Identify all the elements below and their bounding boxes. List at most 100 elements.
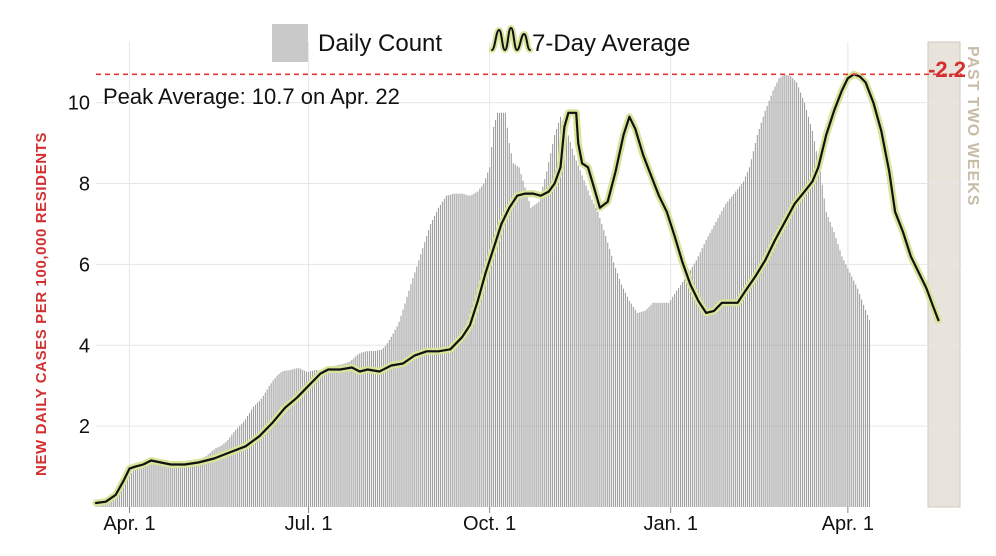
daily-count-bar [493, 126, 495, 508]
daily-count-bar [567, 135, 569, 507]
daily-count-bar [274, 378, 276, 507]
daily-count-bar [453, 193, 455, 507]
daily-count-bar [404, 303, 406, 507]
daily-count-bar [256, 402, 258, 507]
daily-count-bar [487, 172, 489, 507]
daily-count-bar [849, 272, 851, 507]
daily-count-bar [628, 300, 630, 507]
daily-count-bar [400, 315, 402, 507]
daily-count-bar [571, 148, 573, 507]
daily-count-bar [435, 211, 438, 507]
daily-count-bar [792, 78, 794, 508]
daily-count-bar [715, 221, 717, 507]
daily-count-bar [132, 470, 134, 507]
daily-count-bar [191, 462, 193, 507]
daily-count-bar [396, 326, 398, 507]
daily-count-bar [384, 346, 386, 507]
daily-count-bar [144, 463, 146, 507]
daily-count-bar [534, 204, 536, 507]
daily-count-bar [821, 184, 823, 507]
daily-count-bar [670, 299, 672, 507]
y-tick-label: 4 [79, 335, 90, 357]
daily-count-bar [587, 190, 589, 508]
daily-count-bar [174, 464, 176, 507]
daily-count-bar [154, 460, 156, 507]
daily-count-bar [341, 364, 343, 507]
daily-count-bar [500, 112, 502, 508]
daily-count-bar [603, 230, 605, 508]
daily-count-bar [321, 371, 323, 507]
daily-count-bar [843, 260, 845, 507]
daily-count-bar [723, 207, 725, 507]
daily-count-bar [717, 218, 719, 507]
daily-count-bar [845, 264, 847, 507]
y-tick-label: 10 [68, 93, 90, 115]
daily-count-bar [227, 439, 229, 507]
daily-count-bar [428, 230, 430, 508]
daily-count-bar [150, 460, 152, 507]
x-tick-label: Jan. 1 [643, 513, 697, 535]
daily-count-bar [239, 425, 241, 507]
daily-count-bar [241, 423, 243, 507]
daily-count-bar [418, 260, 420, 507]
recent-change-value: -2.2 [928, 57, 966, 82]
daily-count-bar [776, 82, 778, 507]
daily-count-bar [652, 302, 654, 507]
daily-count-bar [833, 232, 835, 508]
daily-count-bar [642, 311, 644, 507]
daily-count-bar [254, 404, 256, 507]
x-tick-label: Apr. 1 [822, 513, 874, 535]
daily-count-bar [719, 214, 721, 507]
daily-count-bar [158, 461, 160, 507]
daily-count-bar [798, 87, 800, 507]
daily-count-bar [697, 256, 699, 507]
daily-count-bar [266, 389, 268, 507]
daily-count-bar [302, 369, 304, 507]
daily-count-bar [185, 463, 188, 507]
past-two-weeks-label: PAST TWO WEEKS [964, 46, 981, 206]
daily-count-bar [292, 369, 294, 507]
daily-count-bar [430, 223, 432, 507]
daily-count-bar [111, 497, 113, 507]
daily-count-bar [382, 348, 384, 507]
daily-count-bar [650, 304, 652, 507]
daily-count-bar [756, 135, 758, 507]
seven-day-average-line [94, 73, 940, 505]
daily-count-bar [298, 368, 300, 507]
daily-count-bar [197, 459, 199, 507]
daily-count-bar [420, 254, 422, 507]
daily-count-bar [622, 288, 625, 507]
daily-count-bar [748, 167, 750, 507]
daily-count-bar [203, 457, 205, 507]
daily-count-bar [552, 143, 554, 508]
daily-count-bar [750, 159, 752, 507]
daily-count-bar [865, 310, 867, 507]
daily-count-bar [363, 352, 365, 507]
daily-count-bar [461, 193, 463, 507]
daily-count-bar [731, 196, 733, 507]
daily-count-bar [408, 290, 410, 507]
daily-count-bar [656, 302, 658, 507]
daily-count-bar [313, 370, 316, 507]
daily-count-bar [800, 92, 802, 507]
daily-count-bar [211, 450, 213, 507]
daily-count-bar [829, 221, 831, 507]
y-tick-label: 6 [79, 254, 90, 276]
daily-count-bar [359, 353, 361, 507]
daily-count-bar [471, 194, 473, 507]
daily-count-bar [575, 160, 577, 507]
daily-count-bar [357, 354, 359, 507]
daily-count-bar [433, 215, 436, 507]
daily-count-bar [746, 172, 749, 507]
daily-count-bar [721, 211, 723, 507]
daily-count-bar [522, 180, 524, 508]
daily-count-bar [113, 496, 115, 507]
daily-count-bar [272, 380, 274, 507]
daily-count-bar [579, 170, 581, 507]
daily-count-bar [804, 102, 806, 508]
daily-count-bar [374, 350, 377, 507]
daily-count-bar [772, 90, 774, 508]
daily-count-bar [703, 244, 705, 507]
daily-count-bar [687, 273, 689, 507]
daily-count-bar [835, 238, 837, 507]
